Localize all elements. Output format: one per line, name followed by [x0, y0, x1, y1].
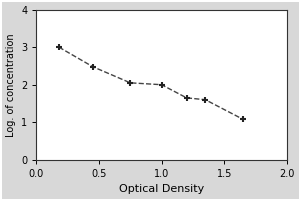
Y-axis label: Log. of concentration: Log. of concentration — [6, 33, 16, 137]
X-axis label: Optical Density: Optical Density — [119, 184, 204, 194]
